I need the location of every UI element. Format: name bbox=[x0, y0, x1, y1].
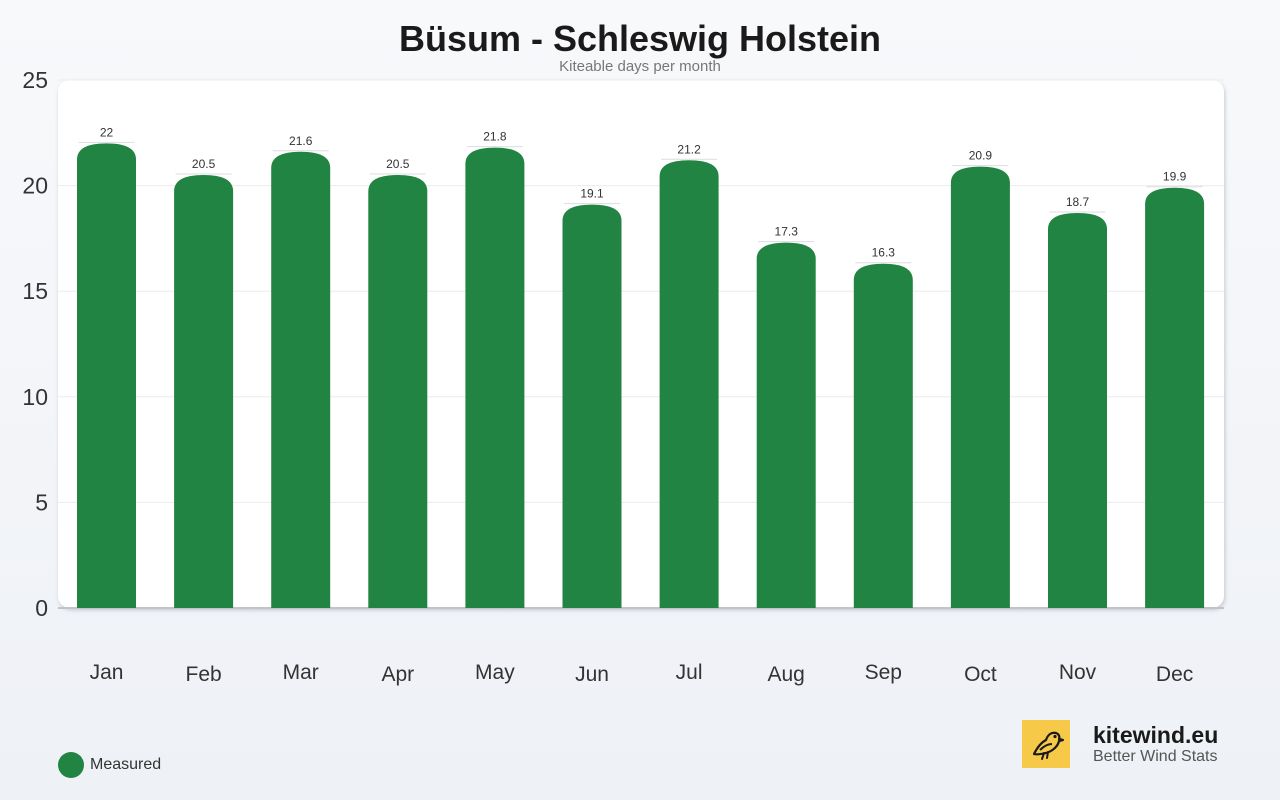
y-axis-ticks: 0 5 10 15 20 25 bbox=[22, 67, 48, 621]
bar-jul[interactable] bbox=[659, 160, 719, 609]
legend-swatch-measured bbox=[58, 752, 84, 778]
data-label-aug: 17.3 bbox=[775, 225, 799, 239]
legend[interactable]: Measured bbox=[58, 752, 161, 778]
x-tick-label-nov: Nov bbox=[1059, 661, 1097, 684]
y-tick-label: 0 bbox=[35, 595, 48, 621]
x-tick-label-feb: Feb bbox=[186, 663, 222, 686]
brand-name: kitewind.eu bbox=[1093, 722, 1219, 748]
bar-apr[interactable] bbox=[368, 175, 428, 609]
data-label-nov: 18.7 bbox=[1066, 195, 1090, 209]
x-tick-label-aug: Aug bbox=[768, 663, 805, 686]
x-tick-label-jul: Jul bbox=[676, 661, 703, 684]
plot-panel bbox=[58, 80, 1224, 608]
data-label-jul: 21.2 bbox=[677, 142, 701, 156]
gridlines bbox=[58, 79, 1224, 609]
x-tick-label-mar: Mar bbox=[283, 661, 319, 684]
bar-jun[interactable] bbox=[562, 204, 622, 608]
x-tick-label-apr: Apr bbox=[381, 663, 414, 686]
data-label-oct: 20.9 bbox=[969, 149, 993, 163]
data-label-sep: 16.3 bbox=[872, 246, 896, 260]
x-tick-label-may: May bbox=[475, 661, 515, 684]
y-tick-label: 10 bbox=[22, 384, 48, 410]
bar-feb[interactable] bbox=[174, 175, 234, 609]
bar-may[interactable] bbox=[465, 147, 525, 609]
data-label-jan: 22 bbox=[100, 125, 114, 139]
bar-dec[interactable] bbox=[1145, 187, 1205, 608]
chart-title: Büsum - Schleswig Holstein bbox=[398, 18, 882, 59]
data-label-feb: 20.5 bbox=[192, 157, 216, 171]
y-tick-label: 25 bbox=[22, 67, 48, 93]
brand-tagline: Better Wind Stats bbox=[1093, 748, 1218, 765]
data-label-may: 21.8 bbox=[483, 130, 507, 144]
x-tick-label-jan: Jan bbox=[90, 661, 124, 684]
x-axis-ticks: Jan Feb Mar Apr May Jun Jul Aug Sep Oct Nov Dec bbox=[90, 661, 1194, 686]
bird-icon bbox=[1022, 720, 1070, 768]
x-tick-label-oct: Oct bbox=[964, 663, 997, 686]
data-label-jun: 19.1 bbox=[580, 187, 604, 201]
x-tick-label-jun: Jun bbox=[575, 663, 609, 686]
brand-block[interactable]: kitewind.eu Better Wind Stats bbox=[1022, 720, 1218, 768]
data-label-apr: 20.5 bbox=[386, 157, 410, 171]
y-tick-label: 15 bbox=[22, 278, 48, 304]
bar-nov[interactable] bbox=[1048, 213, 1107, 608]
y-tick-label: 5 bbox=[35, 489, 48, 515]
bar-chart: 0 5 10 15 20 25 22 20.5 21.6 20.5 21.8 19.1 21.2 17.… bbox=[22, 67, 1224, 686]
bar-mar[interactable] bbox=[271, 151, 331, 609]
bar-jan[interactable] bbox=[77, 143, 136, 609]
legend-label-measured: Measured bbox=[90, 756, 162, 773]
x-tick-label-sep: Sep bbox=[865, 661, 902, 684]
bar-sep[interactable] bbox=[853, 263, 913, 608]
x-tick-label-dec: Dec bbox=[1156, 663, 1193, 686]
chart-subtitle: Kiteable days per month bbox=[559, 58, 721, 75]
data-label-mar: 21.6 bbox=[289, 134, 313, 148]
bar-oct[interactable] bbox=[950, 166, 1010, 609]
bar-aug[interactable] bbox=[756, 242, 816, 608]
data-label-dec: 19.9 bbox=[1163, 170, 1187, 184]
y-tick-label: 20 bbox=[22, 173, 48, 199]
bars: 22 20.5 21.6 20.5 21.8 19.1 21.2 17.3 16.3 20.9 18… bbox=[77, 125, 1205, 609]
